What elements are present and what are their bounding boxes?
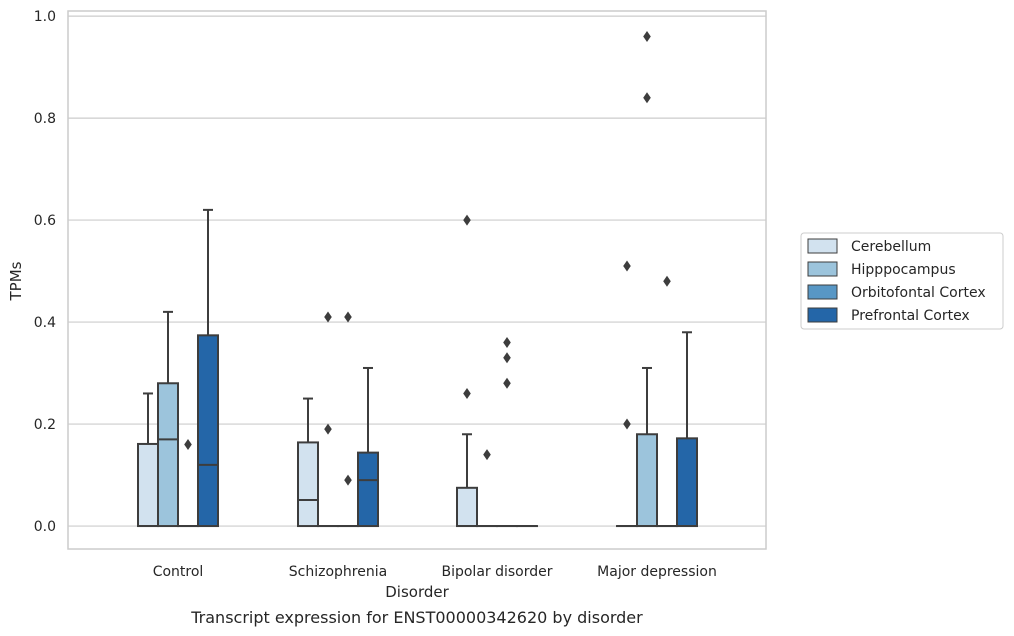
y-tick-label: 1.0 [34,9,56,25]
x-tick-label: Bipolar disorder [441,564,552,580]
x-axis-ticks: Control Schizophrenia Bipolar disorder Majo… [153,564,717,580]
outlier-point [324,423,332,435]
outlier-point [663,275,671,287]
box-orbitofontal-cortex [496,336,518,528]
x-tick-label: Major depression [597,564,717,580]
box-iqr [157,382,179,528]
box-cerebellum [297,397,319,528]
outlier-point [503,336,511,348]
box-iqr [636,433,658,528]
outlier-point [643,30,651,42]
outlier-point [503,352,511,364]
chart-caption: Transcript expression for ENST0000034262… [190,608,643,627]
outlier-point [324,311,332,323]
box-prefrontal-cortex [357,366,379,528]
box-iqr [297,441,319,528]
box-prefrontal-cortex [197,208,219,528]
legend-swatch [807,261,838,277]
legend-frame [800,232,1004,330]
box-hipppocampus [317,311,339,528]
box-iqr [357,451,379,528]
y-tick-label: 0.0 [34,519,56,535]
legend-label: Hipppocampus [851,262,956,278]
x-axis-label: Disorder [385,583,449,601]
outlier-point [463,214,471,226]
y-tick-label: 0.8 [34,111,56,127]
outlier-point [483,449,491,461]
outlier-point [463,387,471,399]
outlier-point [184,438,192,450]
y-tick-label: 0.6 [34,213,56,229]
box-prefrontal-cortex [676,331,698,528]
y-axis-label: TPMs [7,261,25,301]
box-iqr [197,334,219,528]
y-tick-label: 0.4 [34,315,56,331]
plot-area-frame [67,10,767,550]
legend-label: Orbitofontal Cortex [851,285,986,301]
y-tick-label: 0.2 [34,417,56,433]
y-axis-ticks: 0.0 0.2 0.4 0.6 0.8 1.0 [34,9,56,535]
legend-swatch [807,307,838,323]
box-hipppocampus [157,310,179,528]
outlier-point [503,377,511,389]
box-iqr [456,486,478,528]
outlier-point [344,311,352,323]
legend-swatch [807,238,838,254]
outlier-point [623,260,631,272]
box-iqr [137,442,159,528]
legend-label: Prefrontal Cortex [851,308,970,324]
x-tick-label: Schizophrenia [289,564,387,580]
legend-swatch [807,284,838,300]
outlier-point [643,92,651,104]
box-hipppocampus [636,30,658,528]
box-cerebellum [456,214,478,528]
legend: Cerebellum Hipppocampus Orbitofontal Corte… [800,232,1004,330]
outlier-point [344,474,352,486]
outlier-point [623,418,631,430]
box-layer [137,30,698,528]
x-tick-label: Control [153,564,204,580]
box-iqr [676,437,698,528]
legend-label: Cerebellum [851,239,931,255]
